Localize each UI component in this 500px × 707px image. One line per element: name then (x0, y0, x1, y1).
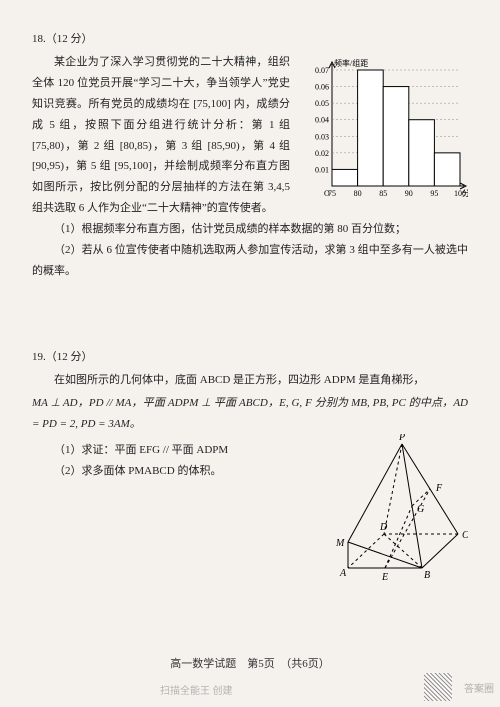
q19-p2-text: MA ⊥ AD，PD // MA，平面 ADPM ⊥ 平面 ABCD，E, G,… (32, 397, 468, 430)
q19-header: 19.（12 分） (32, 348, 468, 364)
svg-text:频率/组距: 频率/组距 (334, 58, 368, 68)
svg-text:0.01: 0.01 (315, 165, 329, 174)
svg-text:0.06: 0.06 (315, 83, 329, 92)
q19-p2: MA ⊥ AD，PD // MA，平面 ADPM ⊥ 平面 ABCD，E, G,… (32, 393, 468, 435)
svg-text:A: A (339, 568, 347, 579)
svg-text:0.02: 0.02 (315, 149, 329, 158)
q19-p1: 在如图所示的几何体中，底面 ABCD 是正方形，四边形 ADPM 是直角梯形， (32, 370, 468, 391)
svg-text:0.03: 0.03 (315, 132, 329, 141)
svg-text:E: E (381, 572, 388, 583)
svg-text:G: G (417, 504, 424, 515)
svg-text:0.05: 0.05 (315, 99, 329, 108)
answer-watermark: 答案圈 (464, 680, 494, 695)
q18-header: 18.（12 分） (32, 30, 468, 46)
q19-sub1-text: （1）求证：平面 EFG // 平面 ADPM (54, 444, 228, 456)
page-footer: 高一数学试题 第5页 （共6页） (0, 655, 500, 671)
svg-text:80: 80 (354, 189, 362, 198)
svg-text:75: 75 (328, 189, 336, 198)
svg-text:95: 95 (430, 189, 438, 198)
svg-text:D: D (379, 522, 388, 533)
svg-text:F: F (435, 483, 443, 494)
qr-icon (424, 673, 452, 701)
svg-text:分数: 分数 (462, 188, 468, 198)
svg-text:C: C (462, 530, 468, 541)
histogram-chart: 频率/组距0.010.020.030.040.050.060.07O758085… (300, 56, 468, 204)
q19-diagram: A B C D M P E FG (318, 434, 468, 584)
svg-text:90: 90 (405, 189, 413, 198)
svg-text:M: M (335, 538, 345, 549)
svg-text:P: P (398, 434, 405, 443)
q18-sub1: （1）根据频率分布直方图，估计党员成绩的样本数据的第 80 百分位数； (32, 219, 468, 240)
scanner-watermark: 扫描全能王 创建 (160, 682, 233, 697)
svg-text:B: B (424, 570, 430, 581)
svg-text:0.07: 0.07 (315, 66, 329, 75)
svg-text:85: 85 (379, 189, 387, 198)
svg-text:0.04: 0.04 (315, 116, 329, 125)
q18-sub2: （2）若从 6 位宣传使者中随机选取两人参加宣传活动，求第 3 组中至多有一人被… (32, 240, 468, 282)
